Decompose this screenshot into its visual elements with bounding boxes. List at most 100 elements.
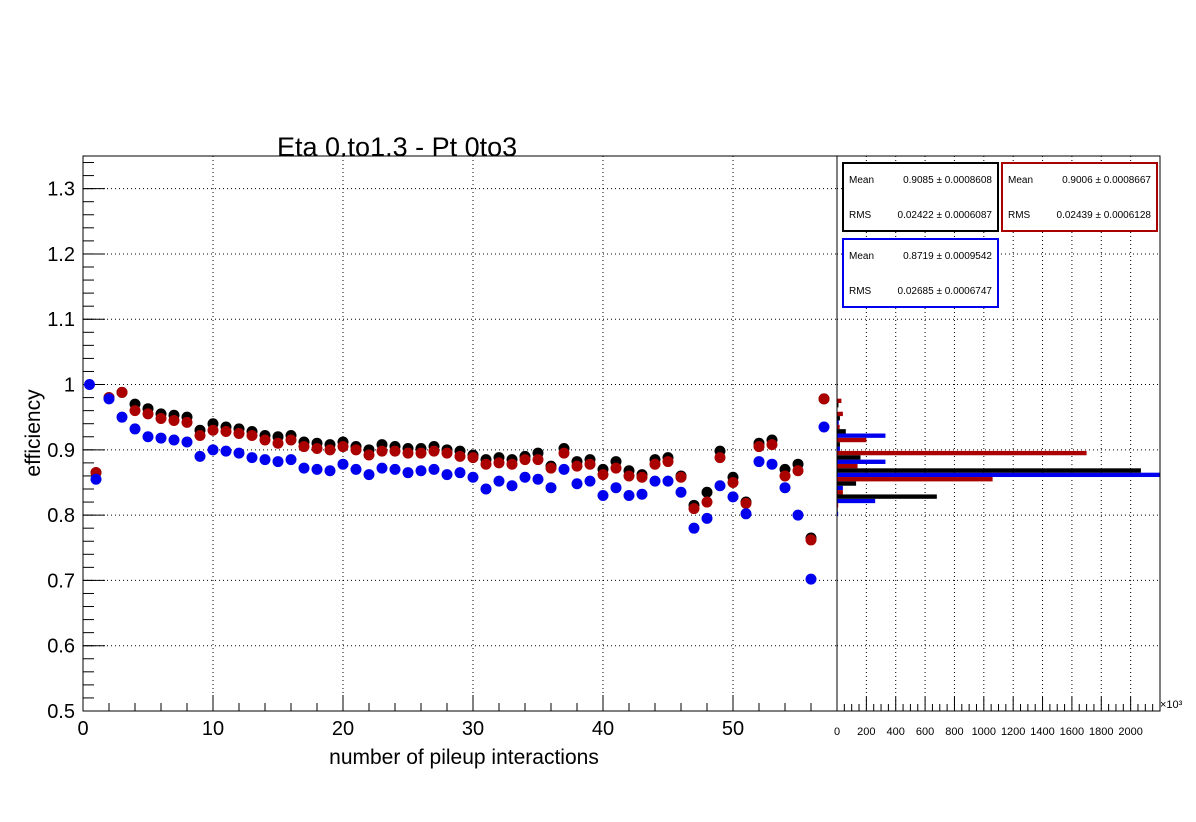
data-point-series-1 (233, 428, 245, 439)
data-point-series-2 (220, 445, 232, 457)
data-point-series-2 (480, 483, 492, 495)
data-point-series-2 (779, 482, 791, 494)
data-point-series-1 (207, 424, 219, 436)
x-tick-label: 0 (77, 718, 88, 740)
data-point-series-2 (623, 490, 635, 502)
data-point-series-1 (467, 452, 479, 464)
y-tick-label: 0.7 (47, 570, 75, 592)
data-point-series-2 (402, 467, 414, 479)
chart-title: Eta 0.to1.3 - Pt 0to3 (277, 132, 517, 162)
data-point-series-1 (584, 458, 596, 470)
data-point-series-2 (636, 488, 648, 500)
hist-bar-series-2 (837, 494, 937, 499)
stat-rms-value: 0.02439 ± 0.0006128 (1057, 210, 1152, 221)
data-point-series-1 (376, 445, 388, 457)
data-point-series-1 (181, 416, 193, 428)
data-point-series-2 (584, 475, 596, 487)
data-point-series-2 (493, 475, 505, 487)
data-point-series-2 (155, 432, 167, 444)
hist-x-tick-label: 1600 (1060, 726, 1084, 738)
main-plot-grid (83, 156, 837, 711)
stat-rms-value: 0.02685 ± 0.0006747 (898, 286, 993, 297)
stat-box-frame (842, 238, 999, 308)
data-point-series-1 (363, 449, 375, 461)
hist-bar-series-2 (837, 468, 1141, 473)
hist-bar-series-0 (837, 498, 876, 504)
x-tick-label: 10 (202, 718, 224, 740)
data-point-series-2 (792, 509, 804, 521)
data-point-series-2 (285, 454, 297, 466)
data-point-series-2 (506, 480, 518, 492)
data-point-series-2 (233, 447, 245, 459)
data-point-series-2 (298, 462, 310, 474)
data-point-series-1 (636, 471, 648, 483)
y-tick-label: 1.2 (47, 244, 75, 266)
data-point-series-1 (142, 408, 154, 420)
data-point-series-1 (298, 441, 310, 453)
data-point-series-1 (194, 429, 206, 441)
data-point-series-1 (623, 470, 635, 482)
hist-bar-series-0 (837, 433, 886, 438)
data-point-series-2 (649, 475, 661, 487)
data-point-series-1 (428, 445, 440, 457)
y-tick-label: 0.8 (47, 505, 75, 527)
hist-bar-series-0 (837, 511, 839, 517)
data-point-series-2 (519, 471, 531, 483)
hist-bar-series-0 (837, 446, 840, 451)
data-point-series-1 (532, 454, 544, 466)
hist-bar-series-2 (837, 403, 839, 408)
data-point-series-1 (337, 441, 349, 453)
hist-bar-series-1 (837, 503, 839, 508)
hist-bar-series-1 (837, 477, 993, 482)
hist-x-tick-label: 1400 (1030, 726, 1054, 738)
data-point-series-1 (558, 447, 570, 459)
data-point-series-2 (142, 431, 154, 443)
data-point-series-1 (324, 444, 336, 456)
data-point-series-2 (701, 512, 713, 524)
hist-bar-series-2 (837, 416, 840, 421)
data-point-series-1 (571, 460, 583, 472)
hist-x-tick-label: 200 (857, 726, 875, 738)
data-point-series-1 (168, 414, 180, 426)
stat-box: Mean 0.9006 ± 0.0008667 RMS 0.02439 ± 0.000… (1001, 162, 1158, 232)
data-point-series-2 (181, 436, 193, 448)
x-tick-label: 40 (592, 718, 614, 740)
data-point-series-2 (194, 450, 206, 462)
data-point-series-1 (519, 454, 531, 466)
data-point-series-2 (246, 452, 258, 464)
data-point-series-2 (103, 393, 115, 405)
data-point-series-2 (311, 463, 323, 475)
data-point-series-2 (90, 473, 102, 485)
data-point-series-2 (662, 475, 674, 487)
data-point-series-1 (311, 443, 323, 455)
data-point-series-2 (688, 522, 700, 534)
data-point-series-2 (168, 434, 180, 446)
stat-rms-label: RMS (849, 210, 872, 221)
data-point-series-0 (701, 486, 713, 498)
y-tick-label: 0.6 (47, 636, 75, 658)
data-point-series-2 (675, 486, 687, 498)
data-point-series-2 (207, 444, 219, 456)
hist-bar-series-2 (837, 442, 840, 447)
data-point-series-1 (714, 452, 726, 464)
x-axis-label: number of pileup interactions (329, 746, 599, 769)
data-point-series-2 (454, 467, 466, 479)
y-tick-label: 1.1 (47, 309, 75, 331)
data-point-series-2 (324, 465, 336, 477)
y-tick-label: 0.9 (47, 440, 75, 462)
histogram-tick-labels: 0 200 400 600 800 1000 1200 1400 1600 1800 2000 (834, 726, 1143, 738)
data-point-series-1 (480, 458, 492, 470)
data-point-series-2 (389, 463, 401, 475)
stat-mean-label: Mean (1008, 175, 1033, 186)
hist-x-tick-label: 600 (916, 726, 934, 738)
hist-x-tick-label: 800 (945, 726, 963, 738)
hist-bar-series-0 (837, 472, 1160, 478)
data-point-series-2 (805, 573, 817, 585)
data-point-series-2 (116, 411, 128, 423)
data-point-series-2 (376, 462, 388, 474)
data-point-series-2 (753, 456, 765, 468)
stat-mean-value: 0.8719 ± 0.0009542 (903, 251, 992, 262)
data-point-series-1 (259, 434, 271, 446)
hist-bar-series-1 (837, 463, 858, 469)
